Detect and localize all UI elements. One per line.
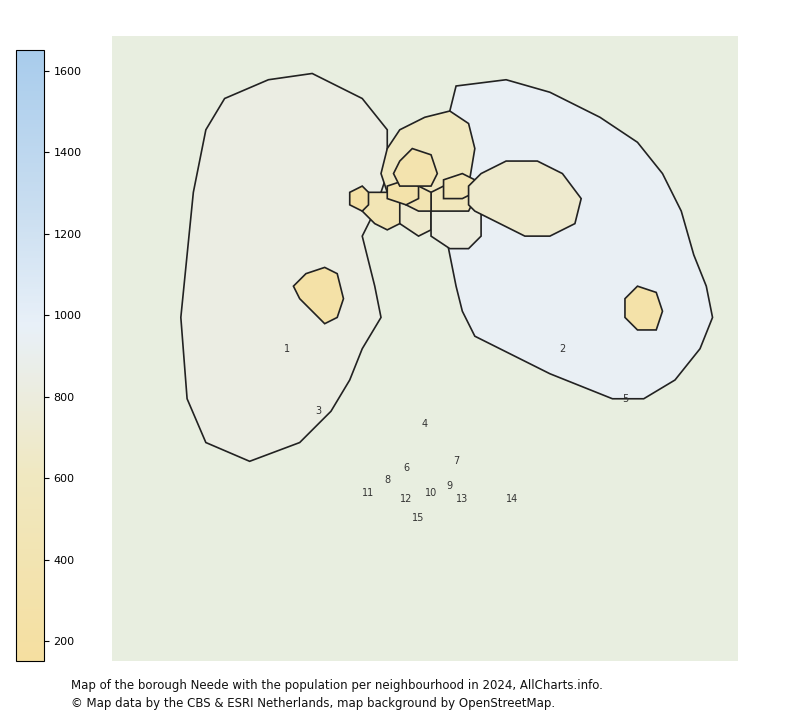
- Text: 7: 7: [453, 457, 459, 467]
- Polygon shape: [294, 267, 344, 324]
- Polygon shape: [381, 111, 475, 224]
- Text: 13: 13: [457, 494, 468, 504]
- Text: 10: 10: [425, 487, 437, 498]
- Text: 9: 9: [447, 481, 453, 491]
- Polygon shape: [468, 161, 581, 236]
- Polygon shape: [387, 198, 431, 236]
- Polygon shape: [444, 80, 712, 399]
- Polygon shape: [431, 186, 475, 211]
- Text: 15: 15: [412, 513, 425, 523]
- Text: 11: 11: [362, 487, 375, 498]
- Polygon shape: [387, 180, 418, 205]
- Polygon shape: [394, 149, 437, 186]
- Polygon shape: [625, 286, 662, 330]
- Polygon shape: [406, 186, 431, 211]
- Text: © Map data by the CBS & ESRI Netherlands, map background by OpenStreetMap.: © Map data by the CBS & ESRI Netherlands…: [71, 697, 556, 710]
- Polygon shape: [181, 73, 387, 462]
- Text: 2: 2: [559, 344, 565, 354]
- Text: 12: 12: [400, 494, 412, 504]
- Text: 8: 8: [384, 475, 391, 485]
- Polygon shape: [362, 192, 399, 230]
- Text: 4: 4: [422, 418, 428, 429]
- Text: 3: 3: [315, 406, 322, 416]
- Text: 1: 1: [284, 344, 291, 354]
- Text: 14: 14: [507, 494, 518, 504]
- Text: 6: 6: [403, 462, 409, 472]
- Polygon shape: [431, 198, 481, 249]
- Polygon shape: [349, 186, 368, 211]
- Text: 5: 5: [622, 394, 628, 404]
- Polygon shape: [444, 173, 475, 198]
- Text: Map of the borough Neede with the population per neighbourhood in 2024, AllChart: Map of the borough Neede with the popula…: [71, 679, 603, 692]
